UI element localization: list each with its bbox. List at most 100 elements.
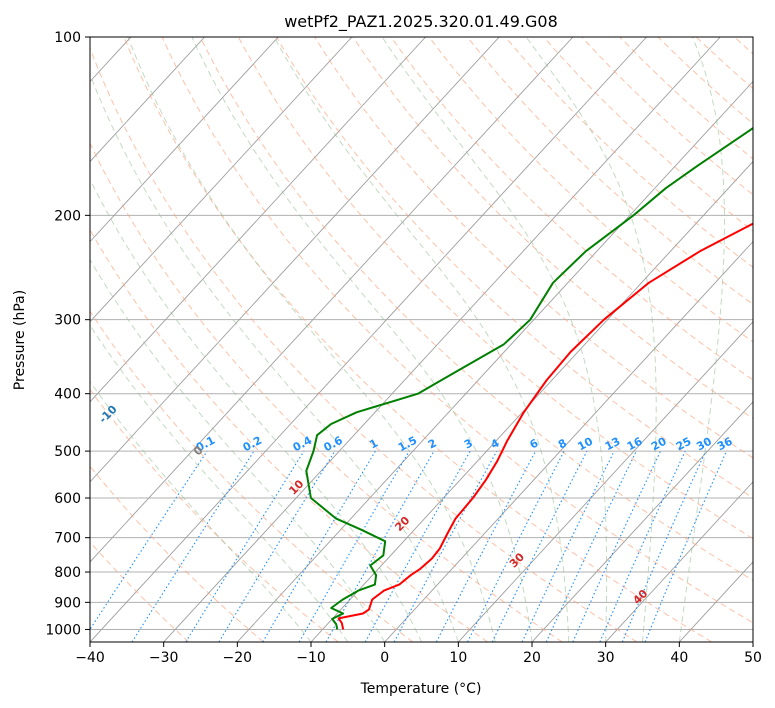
x-tick-label: −20 bbox=[223, 650, 253, 666]
x-tick-label: −40 bbox=[75, 650, 105, 666]
dry-adiabat-line bbox=[90, 46, 638, 642]
dry-adiabat-line bbox=[90, 310, 414, 642]
moist-adiabat-line bbox=[678, 37, 726, 642]
x-tick-label: 50 bbox=[744, 650, 762, 666]
dry-adiabat-line bbox=[276, 37, 753, 499]
isotherm-line bbox=[752, 641, 753, 642]
x-tick-label: 10 bbox=[449, 650, 467, 666]
temperature-line bbox=[337, 222, 753, 630]
isotherm-line bbox=[531, 401, 753, 642]
dry-adiabat-line bbox=[161, 37, 753, 624]
moist-adiabat-line bbox=[90, 178, 422, 642]
x-tick-label: −30 bbox=[149, 650, 179, 666]
y-tick-label: 200 bbox=[54, 208, 81, 224]
dry-adiabat-line bbox=[390, 37, 753, 381]
x-axis-title: Temperature (°C) bbox=[360, 681, 482, 697]
isotherm-line bbox=[237, 80, 753, 642]
dry-adiabat-label: 40 bbox=[630, 587, 650, 607]
moist-adiabat-line bbox=[90, 380, 312, 642]
isotherm-line bbox=[458, 321, 753, 642]
mixing-ratio-line bbox=[621, 450, 707, 642]
y-tick-label: 300 bbox=[54, 313, 81, 329]
dewpoint-line bbox=[305, 126, 753, 630]
y-tick-label: 700 bbox=[54, 531, 81, 547]
mixing-ratio-label: 3 bbox=[462, 436, 475, 451]
dry-adiabat-line bbox=[199, 37, 753, 581]
axes: −40 −30 −20 −10 0 10 20 30 40 50 100 200 300 400 500 60… bbox=[45, 30, 762, 666]
dry-adiabat-line bbox=[581, 37, 753, 196]
mixing-ratio-line bbox=[131, 450, 255, 642]
y-tick-label: 800 bbox=[54, 565, 81, 581]
moist-adiabat-line bbox=[90, 258, 386, 642]
moist-adiabat-line bbox=[191, 37, 533, 642]
moist-adiabat-line bbox=[381, 37, 608, 642]
y-axis-title: Pressure (hPa) bbox=[12, 290, 28, 390]
y-tick-label: 1000 bbox=[45, 622, 81, 638]
isotherm-line bbox=[679, 561, 753, 642]
dry-adiabat-line bbox=[314, 37, 753, 459]
dry-adiabat-line bbox=[466, 37, 753, 305]
mixing-ratio-label: 20 bbox=[649, 435, 669, 454]
isotherm-line bbox=[90, 37, 574, 563]
isotherm-line bbox=[90, 37, 647, 642]
x-tick-label: 0 bbox=[380, 650, 389, 666]
mixing-ratio-line bbox=[467, 450, 565, 642]
dry-adiabat-line bbox=[352, 37, 753, 420]
mixing-ratio-label: 2 bbox=[426, 436, 439, 451]
isotherm-line bbox=[90, 37, 426, 403]
isotherm-line bbox=[0, 37, 57, 642]
chart-title: wetPf2_PAZ1.2025.320.01.49.G08 bbox=[284, 12, 558, 32]
moist-adiabat-line bbox=[525, 37, 657, 642]
dry-adiabat-line bbox=[734, 37, 753, 55]
mixing-ratio-line bbox=[521, 450, 615, 642]
mixing-ratio-line bbox=[90, 450, 208, 631]
line-labels: 0.10.20.40.611.52346810131620253036-100-… bbox=[96, 403, 735, 607]
dry-adiabat-line bbox=[619, 37, 753, 160]
mixing-ratio-line bbox=[218, 450, 336, 642]
y-tick-label: 500 bbox=[54, 444, 81, 460]
dry-adiabat-line bbox=[90, 541, 190, 642]
y-tick-label: 600 bbox=[54, 491, 81, 507]
mixing-ratio-line bbox=[185, 450, 305, 642]
mixing-ratio-line bbox=[644, 450, 728, 642]
mixing-ratio-label: 10 bbox=[575, 435, 595, 454]
x-tick-label: −10 bbox=[296, 650, 326, 666]
dry-adiabat-line bbox=[505, 37, 753, 268]
dry-adiabat-line bbox=[428, 37, 753, 343]
isotherm-line bbox=[605, 481, 753, 642]
moist-adiabat-line bbox=[273, 37, 570, 642]
isotherm-line bbox=[163, 37, 721, 642]
isotherm-line bbox=[90, 37, 205, 163]
background-lines bbox=[0, 37, 753, 642]
mixing-ratio-line bbox=[491, 450, 588, 642]
moist-adiabat-line bbox=[90, 72, 459, 642]
dry-adiabat-label: 10 bbox=[286, 477, 306, 497]
isotherm-line bbox=[384, 240, 753, 642]
y-tick-label: 900 bbox=[54, 595, 81, 611]
plot-frame bbox=[89, 36, 754, 643]
mixing-ratio-line bbox=[364, 450, 471, 642]
dry-adiabat-label: -10 bbox=[96, 403, 119, 426]
moist-adiabat-line bbox=[90, 324, 349, 642]
y-tick-label: 400 bbox=[54, 387, 81, 403]
dry-adiabat-line bbox=[237, 37, 753, 540]
mixing-ratio-label: 13 bbox=[603, 435, 623, 454]
mixing-ratio-line bbox=[572, 450, 662, 642]
mixing-ratio-label: 36 bbox=[715, 435, 735, 454]
mixing-ratio-line bbox=[599, 450, 686, 642]
dry-adiabat-label: 30 bbox=[507, 550, 527, 570]
dry-adiabat-line bbox=[695, 37, 753, 90]
mixing-ratio-line bbox=[545, 450, 637, 642]
mixing-ratio-label: 16 bbox=[625, 435, 645, 454]
dry-adiabat-line bbox=[90, 142, 563, 642]
moist-adiabat-line bbox=[127, 37, 496, 642]
isotherm-line bbox=[90, 37, 279, 243]
mixing-ratio-label: 25 bbox=[674, 435, 694, 454]
dry-adiabat-line bbox=[90, 465, 264, 642]
isotherm-line bbox=[90, 37, 500, 483]
mixing-ratio-label: 30 bbox=[694, 435, 714, 454]
mixing-ratio-line bbox=[262, 450, 376, 642]
mixing-ratio-line bbox=[298, 450, 410, 642]
mixing-ratio-line bbox=[325, 450, 435, 642]
y-tick-label: 100 bbox=[54, 30, 81, 46]
